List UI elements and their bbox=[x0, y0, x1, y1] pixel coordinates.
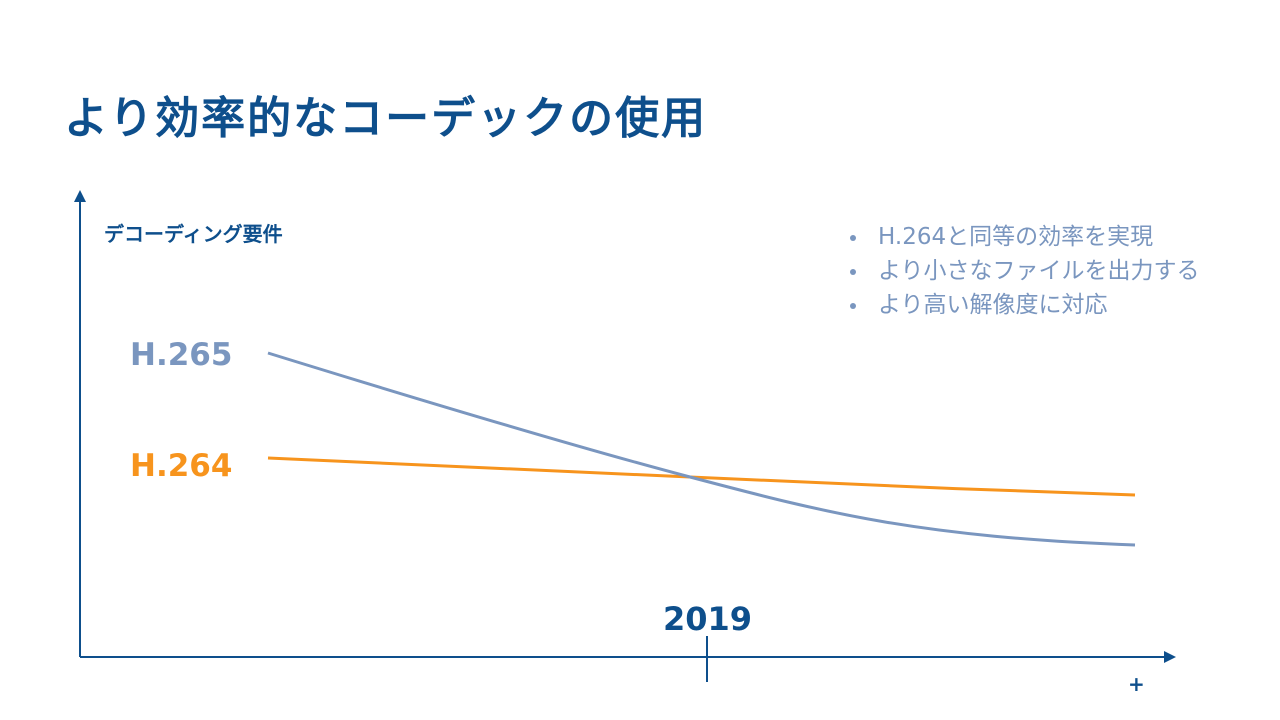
y-axis-label: デコーディング要件 bbox=[104, 222, 283, 246]
series-line-h265 bbox=[267, 351, 1136, 547]
bullet-list: H.264と同等の効率を実現 より小さなファイルを出力する より高い解像度に対応 bbox=[848, 220, 1200, 322]
bullet-item: より高い解像度に対応 bbox=[848, 288, 1200, 322]
slide-title: より効率的なコーデックの使用 bbox=[64, 93, 708, 144]
year-marker-label: 2019 bbox=[663, 600, 753, 638]
series-line-h264 bbox=[267, 456, 1136, 497]
series-label-h264: H.264 bbox=[130, 448, 233, 484]
bullet-item: より小さなファイルを出力する bbox=[848, 254, 1200, 288]
x-axis-end-label: + bbox=[1128, 672, 1145, 696]
bullet-item: H.264と同等の効率を実現 bbox=[848, 220, 1200, 254]
series-label-h265: H.265 bbox=[130, 337, 233, 373]
